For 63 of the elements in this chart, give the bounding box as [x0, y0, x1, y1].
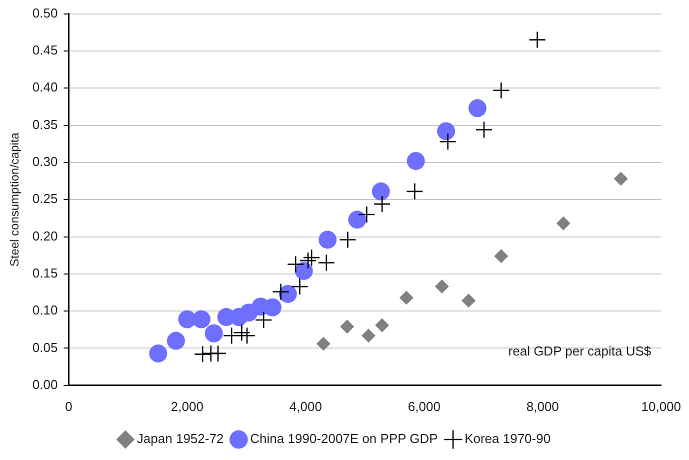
point — [439, 132, 456, 150]
x-tick-label: 0 — [65, 398, 72, 414]
point — [528, 31, 546, 48]
point — [209, 344, 227, 362]
point — [437, 122, 456, 140]
point — [302, 248, 320, 266]
point — [233, 324, 250, 342]
point — [254, 311, 272, 329]
x-tick-label: 2,000 — [170, 398, 204, 414]
point — [318, 230, 337, 249]
point — [238, 326, 256, 344]
point — [316, 336, 330, 351]
point — [204, 324, 223, 342]
point — [339, 231, 356, 248]
point — [406, 182, 424, 200]
point — [399, 290, 414, 305]
x-tick-label: 6,000 — [408, 398, 440, 414]
point — [272, 283, 290, 300]
point — [462, 294, 476, 308]
point — [468, 99, 486, 118]
y-tick-label: 0.05 — [32, 340, 58, 355]
point — [372, 182, 390, 200]
point — [348, 210, 366, 229]
x-tick-label: 8,000 — [526, 398, 559, 414]
point — [494, 249, 508, 264]
point — [291, 278, 308, 296]
point — [406, 152, 425, 170]
y-tick-label: 0.00 — [32, 376, 58, 392]
x-axis-title: real GDP per capita US$ — [508, 344, 652, 359]
y-tick-label: 0.35 — [32, 116, 58, 132]
y-tick-label: 0.50 — [32, 5, 58, 20]
point — [358, 206, 376, 224]
y-tick-label: 0.10 — [32, 302, 58, 318]
point — [373, 195, 391, 213]
point — [318, 254, 336, 272]
point — [222, 326, 240, 344]
y-tick-label: 0.20 — [32, 228, 58, 244]
point — [475, 121, 493, 138]
y-tick-label: 0.40 — [32, 80, 58, 95]
legend-label: Japan 1952-72 — [136, 431, 224, 446]
point — [614, 172, 628, 186]
y-tick-label: 0.30 — [32, 154, 58, 170]
point — [286, 256, 304, 273]
point — [149, 344, 168, 362]
point — [434, 280, 449, 294]
point — [166, 332, 185, 350]
point — [192, 310, 210, 328]
point — [492, 82, 510, 99]
point — [556, 216, 570, 230]
x-tick-label: 10,000 — [641, 398, 681, 414]
legend-label: China 1990-2007E on PPP GDP — [250, 431, 438, 446]
y-tick-label: 0.15 — [32, 266, 58, 280]
x-tick-label: 4,000 — [289, 398, 322, 414]
y-tick-label: 0.45 — [32, 42, 58, 58]
legend-label: Korea 1970-90 — [464, 431, 551, 446]
y-axis-title: Steel consumption/capita — [8, 132, 22, 267]
y-tick-label: 0.25 — [32, 191, 58, 206]
point — [375, 318, 390, 332]
point — [299, 252, 317, 270]
point — [194, 346, 212, 363]
point — [340, 320, 354, 334]
point — [294, 262, 313, 280]
point — [361, 328, 376, 343]
